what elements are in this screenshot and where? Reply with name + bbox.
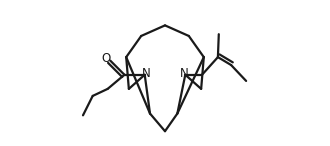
Text: N: N — [180, 67, 188, 80]
Text: O: O — [102, 52, 111, 65]
Text: N: N — [142, 67, 150, 80]
